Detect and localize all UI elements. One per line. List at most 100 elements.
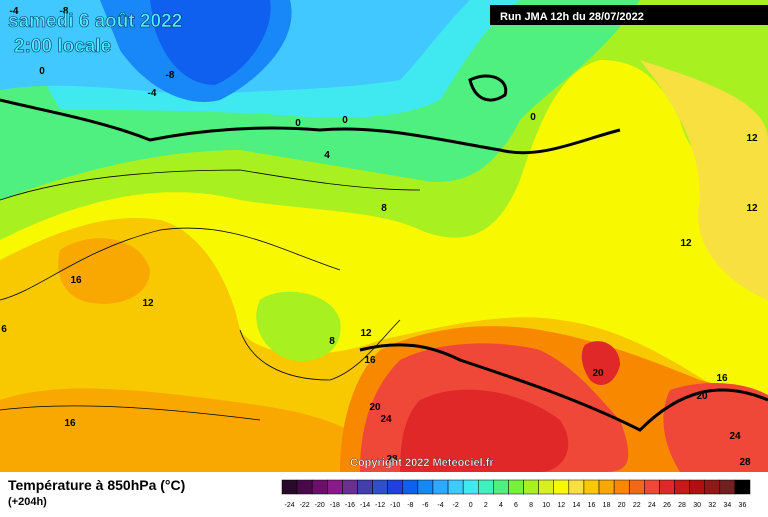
scale-label: 22 bbox=[633, 502, 641, 509]
contour-label: 20 bbox=[369, 402, 381, 413]
contour-label: -4 bbox=[148, 88, 157, 99]
scale-label: 2 bbox=[484, 502, 488, 509]
scale-swatch bbox=[342, 479, 358, 495]
scale-swatch bbox=[674, 479, 690, 495]
contour-label: 24 bbox=[729, 431, 741, 442]
footer-title: Température à 850hPa (°C) bbox=[8, 477, 185, 493]
contour-label: -8 bbox=[60, 6, 69, 17]
scale-label: -4 bbox=[437, 502, 443, 509]
scale-label: -12 bbox=[375, 502, 385, 509]
scale-swatch bbox=[553, 479, 570, 495]
scale-label: -16 bbox=[345, 502, 355, 509]
contour-label: 12 bbox=[746, 203, 758, 214]
contours bbox=[0, 74, 768, 432]
scale-swatch bbox=[508, 479, 524, 495]
scale-swatch bbox=[311, 479, 328, 495]
copyright: Copyright 2022 Meteociel.fr bbox=[350, 457, 494, 469]
contour-label: 12 bbox=[746, 133, 758, 144]
contour-label: 8 bbox=[381, 203, 387, 214]
scale-swatch bbox=[387, 479, 404, 495]
footer-lead: (+204h) bbox=[8, 496, 47, 508]
contour-label: 16 bbox=[364, 355, 376, 366]
contour-label: 0 bbox=[39, 66, 45, 77]
contour-label: -8 bbox=[166, 70, 175, 81]
scale-swatch bbox=[613, 479, 630, 495]
run-label: Run JMA 12h du 28/07/2022 bbox=[500, 11, 644, 23]
scale-label: -10 bbox=[390, 502, 400, 509]
scale-label: 6 bbox=[514, 502, 518, 509]
contour-label: 16 bbox=[716, 373, 728, 384]
scale-swatch bbox=[478, 479, 494, 495]
scale-swatch bbox=[628, 479, 645, 495]
scale-label: -2 bbox=[452, 502, 458, 509]
run-box bbox=[490, 5, 768, 25]
scale-swatch bbox=[659, 479, 675, 495]
scale-label: 12 bbox=[557, 502, 565, 509]
color-scale: -24 -22 -20 -18 -16 -14 -12 -10 -8 -6 -4 -2 0 2 4 6 8 10 1… bbox=[281, 479, 751, 509]
scale-label: 4 bbox=[499, 502, 503, 509]
scale-label: -8 bbox=[407, 502, 413, 509]
scale-swatch bbox=[462, 479, 479, 495]
contour-label: 6 bbox=[1, 324, 7, 335]
scale-label: 8 bbox=[529, 502, 533, 509]
map-subtitle: 2:00 locale bbox=[14, 36, 111, 57]
contour-label: 12 bbox=[142, 298, 154, 309]
contour-label: 0 bbox=[295, 118, 301, 129]
scale-label: 26 bbox=[663, 502, 671, 509]
scale-swatch bbox=[417, 479, 434, 495]
scale-swatch bbox=[568, 479, 585, 495]
scale-swatch bbox=[402, 479, 419, 495]
map-title: samedi 6 août 2022 bbox=[8, 11, 182, 32]
scale-label: -24 bbox=[284, 502, 294, 509]
contour-label: 28 bbox=[386, 454, 398, 465]
scale-label: 28 bbox=[678, 502, 686, 509]
contour-label: 16 bbox=[64, 418, 76, 429]
scale-swatch bbox=[538, 479, 554, 495]
scale-swatch bbox=[372, 479, 388, 495]
contour-label: 12 bbox=[360, 328, 372, 339]
contour-label: 12 bbox=[680, 238, 692, 249]
scale-swatch bbox=[598, 479, 615, 495]
scale-swatch bbox=[281, 479, 298, 495]
contour-label: 0 bbox=[342, 115, 348, 126]
scale-swatch bbox=[689, 479, 705, 495]
contour-label: 0 bbox=[530, 112, 536, 123]
contour-label: 16 bbox=[70, 275, 82, 286]
scale-swatch bbox=[327, 479, 343, 495]
scale-label: 10 bbox=[542, 502, 550, 509]
scale-swatch bbox=[357, 479, 373, 495]
scale-label: 32 bbox=[708, 502, 716, 509]
scale-swatch bbox=[523, 479, 539, 495]
scale-label: 24 bbox=[648, 502, 656, 509]
scale-swatch bbox=[493, 479, 509, 495]
scale-swatch bbox=[644, 479, 660, 495]
contour-label: 28 bbox=[739, 457, 751, 468]
scale-label: -22 bbox=[300, 502, 310, 509]
scale-label: 36 bbox=[739, 502, 747, 509]
contour-label: 8 bbox=[329, 336, 335, 347]
scale-label: 18 bbox=[603, 502, 611, 509]
contour-label: 24 bbox=[380, 414, 392, 425]
scale-swatch bbox=[704, 479, 721, 495]
scale-label: 16 bbox=[588, 502, 596, 509]
contour-label: 4 bbox=[324, 150, 330, 161]
scale-label: -14 bbox=[360, 502, 370, 509]
scale-swatch bbox=[734, 479, 751, 495]
scale-label: 20 bbox=[618, 502, 626, 509]
scale-label: 34 bbox=[723, 502, 731, 509]
contour-label: 20 bbox=[696, 391, 708, 402]
scale-label: 14 bbox=[572, 502, 580, 509]
scale-label: 0 bbox=[469, 502, 473, 509]
scale-swatch bbox=[447, 479, 464, 495]
scale-label: -20 bbox=[315, 502, 325, 509]
scale-swatch bbox=[583, 479, 600, 495]
scale-label: -18 bbox=[330, 502, 340, 509]
temperature-field bbox=[0, 0, 768, 472]
scale-swatch bbox=[719, 479, 736, 495]
contour-label: 20 bbox=[592, 368, 604, 379]
scale-label: -6 bbox=[422, 502, 428, 509]
contour-label: -4 bbox=[10, 6, 19, 17]
